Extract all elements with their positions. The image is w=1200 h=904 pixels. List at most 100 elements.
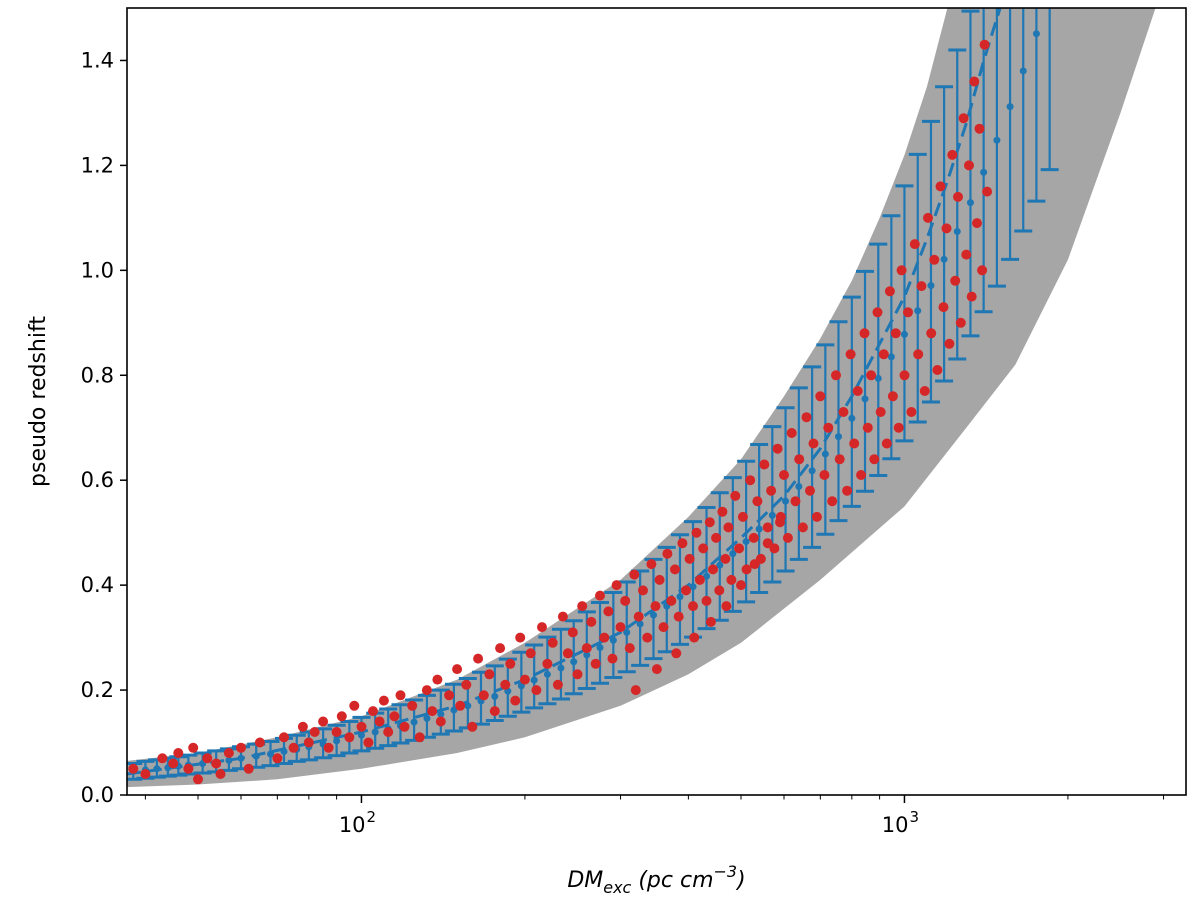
scatter-point-143: [859, 328, 870, 339]
errorbar-point-8: [225, 756, 233, 764]
scatter-point-134: [827, 496, 838, 507]
scatter-point-65: [567, 627, 578, 638]
scatter-point-124: [790, 496, 801, 507]
errorbar-point-33: [557, 664, 565, 672]
scatter-point-39: [427, 706, 438, 717]
scatter-point-100: [708, 564, 718, 575]
errorbar-point-53: [821, 450, 829, 458]
scatter-point-189: [705, 616, 716, 627]
scatter-point-30: [374, 716, 385, 727]
scatter-point-108: [734, 543, 745, 554]
scatter-point-127: [801, 412, 812, 423]
scatter-point-18: [297, 721, 308, 732]
errorbar-point-69: [1032, 30, 1040, 38]
scatter-point-72: [599, 632, 610, 643]
errorbar-point-23: [423, 714, 431, 722]
scatter-point-51: [495, 643, 506, 654]
scatter-point-141: [852, 386, 863, 396]
scatter-point-16: [279, 732, 289, 743]
scatter-point-27: [356, 721, 367, 732]
scatter-point-4: [173, 748, 184, 758]
errorbar-point-40: [649, 611, 657, 619]
scatter-point-54: [510, 695, 521, 706]
scatter-point-79: [629, 569, 640, 580]
scatter-point-44: [455, 700, 466, 711]
scatter-point-56: [519, 674, 530, 685]
scatter-point-97: [698, 543, 709, 554]
y-tick-label-3: 0.6: [81, 468, 114, 492]
scatter-point-17: [288, 742, 299, 753]
scatter-point-156: [899, 370, 910, 381]
scatter-point-126: [797, 522, 808, 533]
scatter-point-40: [432, 674, 443, 685]
errorbar-point-44: [703, 572, 711, 580]
errorbar-point-49: [768, 511, 776, 519]
scatter-point-171: [947, 149, 958, 160]
scatter-point-157: [903, 307, 913, 318]
scatter-point-113: [752, 496, 763, 507]
scatter-point-81: [638, 585, 648, 596]
scatter-point-128: [805, 485, 815, 496]
scatter-point-59: [537, 622, 547, 633]
scatter-point-87: [662, 548, 673, 559]
scatter-point-103: [717, 506, 728, 517]
scatter-point-115: [759, 459, 770, 470]
scatter-point-98: [701, 595, 712, 606]
errorbar-point-25: [450, 706, 458, 714]
scatter-point-91: [677, 538, 688, 549]
scatter-point-175: [958, 113, 969, 124]
scatter-point-8: [202, 753, 213, 764]
scatter-point-155: [896, 265, 907, 276]
scatter-point-43: [452, 664, 463, 675]
errorbar-point-52: [808, 467, 816, 475]
scatter-point-10: [215, 769, 226, 779]
errorbar-point-22: [410, 718, 418, 726]
scatter-point-42: [444, 690, 455, 701]
scatter-point-74: [607, 653, 618, 664]
y-tick-label-2: 0.4: [81, 573, 114, 597]
errorbar-point-63: [953, 228, 961, 236]
scatter-point-75: [611, 580, 622, 591]
scatter-point-122: [782, 532, 793, 543]
scatter-point-15: [272, 753, 283, 764]
scatter-point-154: [893, 422, 904, 433]
scatter-point-85: [654, 574, 665, 585]
scatter-point-57: [525, 648, 536, 659]
errorbar-point-67: [1006, 103, 1014, 111]
scatter-point-125: [794, 454, 805, 465]
scatter-point-3: [168, 758, 179, 769]
errorbar-point-42: [676, 593, 684, 601]
x-tick-exponent-0: 2: [367, 808, 377, 826]
scatter-point-47: [473, 653, 484, 664]
errorbar-point-61: [927, 282, 935, 290]
scatter-point-179: [969, 76, 980, 87]
scatter-point-64: [562, 648, 573, 659]
y-tick-label-0: 0.0: [81, 783, 114, 807]
errorbar-point-34: [570, 658, 578, 666]
scatter-point-176: [961, 249, 972, 260]
scatter-point-67: [577, 601, 588, 612]
scatter-point-163: [923, 212, 933, 223]
errorbar-point-46: [729, 550, 737, 558]
scatter-point-12: [236, 742, 246, 753]
errorbar-point-66: [993, 136, 1001, 144]
scatter-point-152: [887, 391, 898, 402]
errorbar-point-65: [980, 168, 988, 176]
scatter-point-0: [128, 763, 139, 774]
scatter-point-25: [344, 732, 355, 743]
scatter-point-172: [950, 275, 961, 286]
scatter-point-191: [736, 580, 746, 591]
scatter-point-132: [819, 470, 830, 480]
x-axis-label-close: ): [735, 868, 746, 893]
x-axis-label-sub: exc: [603, 878, 631, 897]
errorbar-point-55: [848, 414, 856, 422]
scatter-point-78: [624, 643, 635, 654]
errorbar-point-62: [940, 255, 948, 263]
scatter-point-123: [786, 428, 797, 438]
errorbar-point-47: [742, 538, 750, 546]
scatter-point-31: [378, 695, 389, 706]
scatter-point-153: [890, 328, 901, 339]
scatter-point-151: [884, 286, 895, 297]
